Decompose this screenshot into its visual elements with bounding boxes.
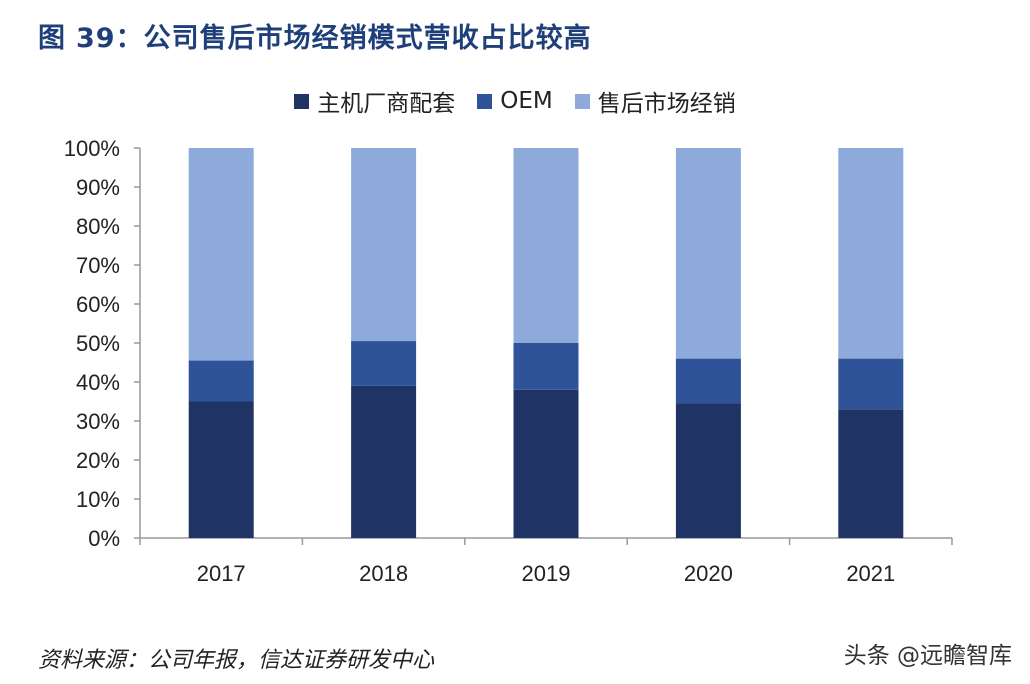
bar-2020-series-0 bbox=[675, 403, 741, 538]
bar-2019-series-2 bbox=[513, 148, 579, 343]
y-tick-label: 90% bbox=[76, 175, 120, 200]
y-tick-label: 20% bbox=[76, 448, 120, 473]
bar-2021-series-0 bbox=[838, 409, 904, 538]
x-tick-label: 2018 bbox=[359, 561, 408, 586]
legend-label-aftermarket: 售后市场经销 bbox=[597, 91, 736, 117]
chart-legend: 主机厂商配套 OEM 售后市场经销 bbox=[0, 84, 1030, 118]
figure-title-text: 公司售后市场经销模式营收占比较高 bbox=[143, 23, 592, 54]
y-tick-label: 100% bbox=[64, 136, 120, 161]
x-tick-label: 2019 bbox=[522, 561, 571, 586]
y-tick-label: 30% bbox=[76, 409, 120, 434]
legend-swatch-aftermarket bbox=[574, 93, 590, 109]
source-note: 资料来源：公司年报，信达证券研发中心 bbox=[38, 648, 435, 673]
y-tick-label: 40% bbox=[76, 370, 120, 395]
legend-label-oem: OEM bbox=[500, 88, 553, 114]
bar-2020-series-1 bbox=[675, 358, 741, 404]
bar-2017-series-2 bbox=[188, 148, 254, 361]
watermark: 头条 @远瞻智库 bbox=[843, 643, 1012, 669]
bar-2019-series-0 bbox=[513, 389, 579, 538]
bar-2018-series-2 bbox=[351, 148, 417, 342]
bar-2017-series-1 bbox=[188, 360, 254, 402]
y-tick-label: 80% bbox=[76, 214, 120, 239]
y-tick-label: 10% bbox=[76, 487, 120, 512]
figure-label: 图 bbox=[38, 23, 66, 54]
y-tick-label: 70% bbox=[76, 253, 120, 278]
y-tick-label: 60% bbox=[76, 292, 120, 317]
bar-2021-series-1 bbox=[838, 358, 904, 410]
y-tick-label: 50% bbox=[76, 331, 120, 356]
y-tick-label: 0% bbox=[88, 526, 120, 551]
legend-item-oem-supply: 主机厂商配套 bbox=[294, 84, 455, 118]
bar-2020-series-2 bbox=[675, 148, 741, 359]
bar-2021-series-2 bbox=[838, 148, 904, 359]
legend-item-aftermarket: 售后市场经销 bbox=[574, 84, 736, 118]
legend-swatch-oem-supply bbox=[294, 93, 310, 109]
x-tick-label: 2020 bbox=[684, 561, 733, 586]
bar-2018-series-1 bbox=[351, 341, 417, 386]
figure-title: 图 39：公司售后市场经销模式营收占比较高 bbox=[38, 16, 592, 55]
legend-item-oem: OEM bbox=[477, 84, 553, 118]
bar-2018-series-0 bbox=[351, 385, 417, 538]
x-tick-label: 2017 bbox=[197, 561, 246, 586]
x-tick-label: 2021 bbox=[846, 561, 895, 586]
figure-number: 39： bbox=[76, 23, 144, 54]
legend-label-oem-supply: 主机厂商配套 bbox=[317, 91, 456, 117]
bar-2017-series-0 bbox=[188, 401, 254, 538]
bar-2019-series-1 bbox=[513, 343, 579, 390]
legend-swatch-oem bbox=[477, 93, 493, 109]
